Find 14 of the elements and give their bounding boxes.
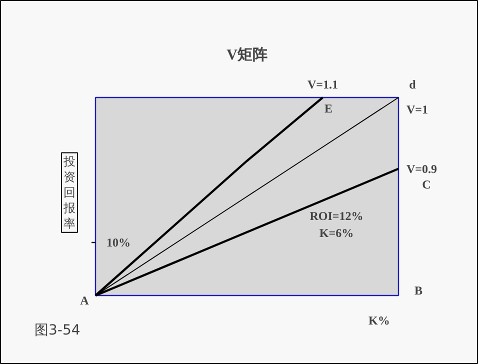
annotation: 10% bbox=[106, 236, 130, 250]
annotation: ROI=12% K=6% bbox=[310, 209, 364, 240]
series-label: V=0.9 bbox=[406, 162, 438, 176]
text: A bbox=[80, 294, 90, 308]
y-axis-title: 投资回报率 bbox=[62, 154, 76, 230]
series-label: V=1.1 bbox=[308, 78, 338, 92]
caption: 图3-54 bbox=[34, 322, 80, 338]
text: C bbox=[422, 178, 431, 192]
annotation: E bbox=[324, 102, 333, 116]
series-label: V=1 bbox=[406, 102, 428, 116]
text: d bbox=[409, 78, 416, 92]
chart-title: V矩阵 bbox=[226, 46, 268, 64]
text: B bbox=[414, 284, 423, 298]
x-axis-title: K% bbox=[368, 314, 390, 328]
